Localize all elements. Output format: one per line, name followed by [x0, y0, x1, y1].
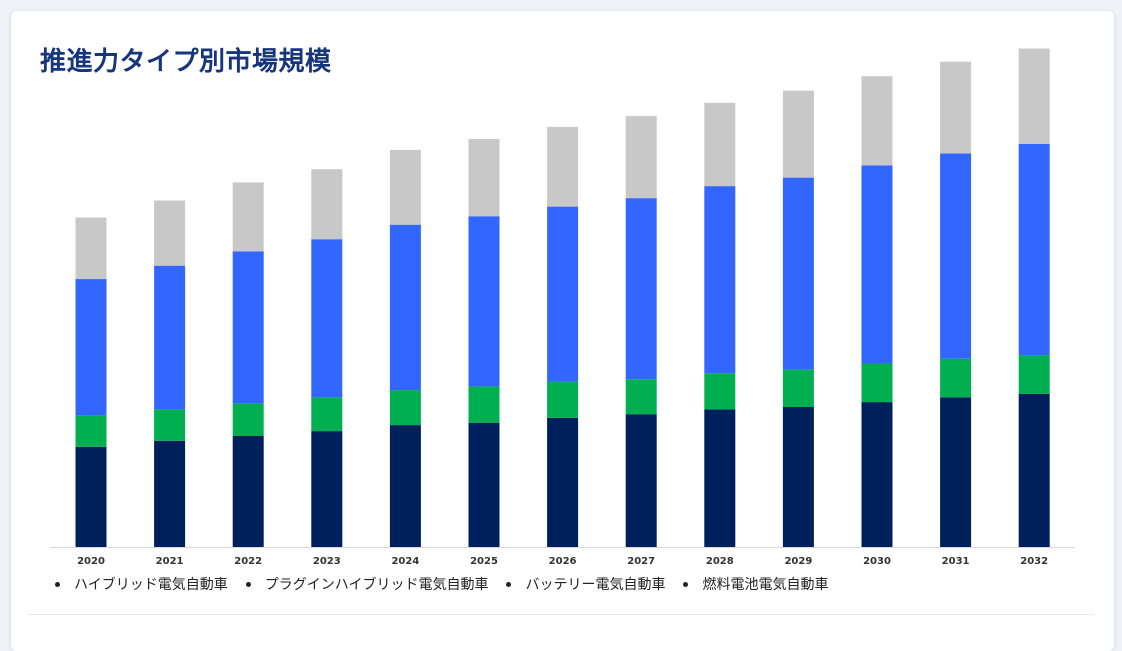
legend-label: バッテリー電気自動車 [525, 577, 666, 593]
bar-segment-2029-series-4 [782, 90, 814, 178]
bar-segment-2021-series-2 [154, 409, 186, 441]
x-tick-label-2022: 2022 [234, 556, 262, 567]
x-tick-label-2030: 2030 [863, 556, 891, 567]
bar-segment-2020-series-1 [75, 446, 107, 547]
bar-segment-2025-series-2 [468, 386, 500, 423]
bar-segment-2028-series-4 [704, 102, 736, 187]
legend-item-plugin-hybrid: プラグインハイブリッド電気自動車 [245, 574, 489, 594]
bar-segment-2031-series-4 [940, 61, 972, 154]
bar-segment-2031-series-3 [940, 153, 972, 359]
bar-segment-2020-series-2 [75, 415, 107, 447]
bar-segment-2021-series-1 [154, 440, 186, 547]
bar-segment-2024-series-3 [389, 224, 421, 391]
legend-bullet-icon [55, 581, 60, 587]
legend-label: プラグインハイブリッド電気自動車 [264, 577, 489, 593]
legend-label: 燃料電池電気自動車 [702, 577, 829, 593]
bar-segment-2023-series-4 [311, 169, 343, 240]
bar-segment-2024-series-4 [389, 149, 421, 225]
stacked-bar-chart: 2020 2021 2022 2023 2024 2025 2026 2027 2028 2029… [50, 48, 1074, 567]
bar-segment-2021-series-4 [154, 200, 186, 266]
legend-bullet-icon [506, 581, 512, 587]
x-tick-label-2032: 2032 [1020, 556, 1048, 567]
bar-segment-2025-series-4 [468, 139, 500, 217]
x-tick-label-2029: 2029 [784, 556, 812, 567]
bar-segment-2028-series-2 [704, 373, 736, 410]
bar-segment-2023-series-3 [311, 239, 343, 398]
x-tick-label-2027: 2027 [627, 556, 655, 567]
x-tick-label-2026: 2026 [549, 556, 577, 567]
bar-segment-2029-series-2 [782, 369, 814, 407]
bar-segment-2026-series-2 [547, 381, 579, 418]
bar-segment-2032-series-3 [1018, 143, 1050, 356]
bar-segment-2032-series-4 [1018, 48, 1050, 144]
bar-segment-2021-series-3 [154, 265, 186, 410]
bar-segment-2030-series-2 [861, 363, 893, 403]
bar-segment-2031-series-2 [940, 358, 972, 398]
x-tick-label-2028: 2028 [706, 556, 734, 567]
bar-segment-2028-series-1 [704, 409, 736, 547]
bar-segment-2025-series-3 [468, 216, 500, 387]
bar-segment-2030-series-4 [861, 76, 893, 166]
bar-segment-2020-series-3 [75, 279, 107, 416]
bar-segment-2022-series-1 [232, 435, 264, 547]
bar-segment-2026-series-4 [547, 126, 579, 207]
x-tick-label-2024: 2024 [391, 556, 419, 567]
bar-segment-2027-series-3 [625, 198, 657, 380]
bar-segment-2022-series-4 [232, 182, 264, 252]
bar-segment-2027-series-1 [625, 414, 657, 547]
bar-segment-2027-series-4 [625, 116, 657, 199]
legend-item-hybrid: ハイブリッド電気自動車 [55, 574, 228, 594]
bar-segment-2029-series-1 [782, 407, 814, 547]
bar-segment-2031-series-1 [940, 397, 972, 547]
bar-segment-2024-series-1 [389, 425, 421, 547]
x-tick-label-2023: 2023 [313, 556, 341, 567]
bar-segment-2024-series-2 [389, 390, 421, 426]
bar-segment-2022-series-2 [232, 403, 264, 436]
legend-item-battery: バッテリー電気自動車 [506, 574, 665, 594]
bar-segment-2032-series-1 [1018, 393, 1050, 547]
bar-segment-2023-series-2 [311, 397, 343, 432]
bar-segment-2025-series-1 [468, 422, 500, 547]
x-tick-label-2031: 2031 [942, 556, 970, 567]
x-tick-label-2020: 2020 [77, 556, 105, 567]
legend-label: ハイブリッド電気自動車 [74, 577, 228, 593]
x-tick-label-2025: 2025 [470, 556, 498, 567]
legend-bullet-icon [683, 581, 689, 587]
bar-segment-2030-series-1 [861, 402, 893, 547]
bar-segment-2020-series-4 [75, 217, 107, 280]
bar-segment-2026-series-1 [547, 417, 579, 547]
chart-legend: ハイブリッド電気自動車 プラグインハイブリッド電気自動車 バッテリー電気自動車 … [55, 574, 846, 594]
bar-segment-2029-series-3 [782, 177, 814, 370]
bar-segment-2028-series-3 [704, 186, 736, 374]
x-tick-label-2021: 2021 [156, 556, 184, 567]
bar-segment-2030-series-3 [861, 165, 893, 364]
legend-item-fuel-cell: 燃料電池電気自動車 [683, 574, 828, 594]
bar-segment-2032-series-2 [1018, 355, 1050, 394]
chart-title: 推進力タイプ別市場規模 [40, 47, 332, 77]
bar-segment-2027-series-2 [625, 379, 657, 415]
footer-divider [28, 614, 1094, 615]
bar-segment-2023-series-1 [311, 431, 343, 547]
bar-segment-2022-series-3 [232, 251, 264, 404]
legend-bullet-icon [245, 581, 251, 587]
bar-segment-2026-series-3 [547, 206, 579, 382]
